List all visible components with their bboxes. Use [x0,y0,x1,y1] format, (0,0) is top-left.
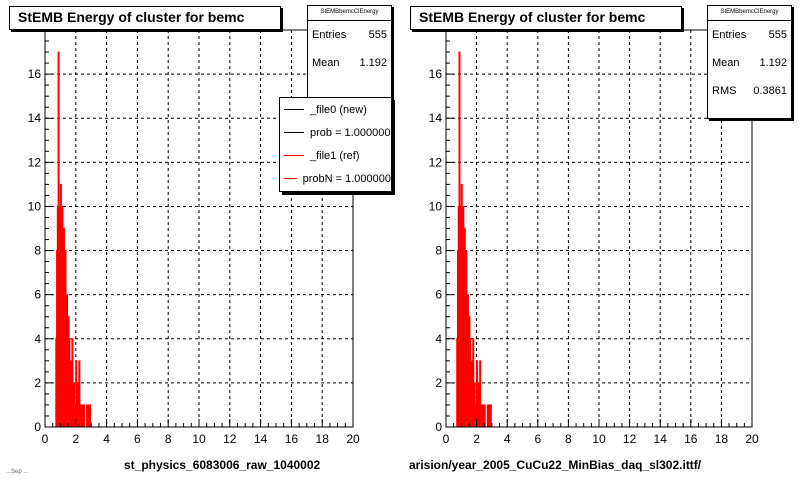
left-stats-label: Mean [312,57,340,69]
right-stats-row: Entries 555 [708,21,791,49]
right-x-tick-label: 20 [745,432,759,446]
left-x-tick-label: 2 [72,432,79,446]
left-x-tick-label: 12 [223,432,237,446]
right-stats-value: 1.192 [759,57,787,69]
left-y-tick-label: 14 [28,111,42,125]
left-x-tick-label: 18 [316,432,330,446]
right-histogram-bin [472,338,475,428]
right-histogram-bin [482,404,485,428]
right-y-tick-label: 14 [429,111,443,125]
left-x-tick-label: 4 [103,432,110,446]
right-y-tick-label: 6 [435,288,442,302]
left-stats-header: StEMBbemcClEnergy [308,6,391,21]
right-histogram-bin [486,404,489,428]
right-y-tick-label: 2 [435,376,442,390]
right-stats-row: Mean 1.192 [708,49,791,77]
right-stats-label: RMS [712,85,737,97]
right-stats-label: Mean [712,57,740,69]
left-x-tick-label: 14 [254,432,268,446]
left-title: StEMB Energy of cluster for bemc [9,6,281,30]
left-x-tick-label: 6 [134,432,141,446]
right-x-axis-label: arision/year_2005_CuCu22_MinBias_daq_sl3… [409,458,702,472]
legend-swatch [284,109,304,110]
left-stats-box: StEMBbemcClEnergy Entries 555 Mean 1.192 [307,5,392,101]
left-y-tick-label: 12 [28,155,42,169]
left-histogram-bin [86,404,89,428]
right-y-tick-label: 8 [435,244,442,258]
right-histogram-bin [474,404,477,428]
legend-label: _file1 (ref) [310,149,360,162]
right-x-tick-label: 0 [443,432,450,446]
right-title: StEMB Energy of cluster for bemc [410,6,682,30]
left-y-tick-label: 4 [34,332,41,346]
footer-text: ...Sep ... [6,469,29,475]
left-y-tick-label: 10 [28,199,42,213]
right-stats-label: Entries [712,29,747,41]
right-y-tick-label: 12 [429,155,443,169]
left-y-tick-label: 0 [34,420,41,434]
left-x-tick-label: 8 [165,432,172,446]
legend-swatch [284,155,304,156]
left-x-tick-label: 0 [42,432,49,446]
right-stats-box: StEMBbemcClEnergy Entries 555 Mean 1.192… [707,5,792,119]
legend-label: probN = 1.000000 [302,172,391,185]
legend-entry: prob = 1.000000 [280,121,391,144]
right-x-tick-label: 16 [684,432,698,446]
left-x-tick-label: 16 [285,432,299,446]
left-y-tick-label: 2 [34,376,41,390]
right-histogram-bin [489,404,492,428]
left-stats-value: 555 [368,29,387,41]
left-histogram-bin [87,404,90,428]
right-histogram-bin [477,382,480,428]
left-histogram-bin [73,404,76,428]
legend-label: prob = 1.000000 [310,126,391,139]
left-x-tick-label: 10 [192,432,206,446]
right-x-tick-label: 2 [473,432,480,446]
right-y-tick-label: 10 [429,199,443,213]
left-legend: _file0 (new) prob = 1.000000 _file1 (ref… [279,97,392,192]
right-y-tick-label: 4 [435,332,442,346]
right-histogram-bin [488,404,491,428]
left-stats-label: Entries [312,29,347,41]
left-y-tick-label: 8 [34,244,41,258]
legend-label: _file0 (new) [310,103,367,116]
left-x-tick-label: 20 [346,432,360,446]
right-y-tick-label: 0 [435,420,442,434]
right-histogram-bin [479,404,482,428]
left-histogram-bin [79,404,82,428]
legend-swatch [284,178,297,179]
right-x-tick-label: 18 [715,432,729,446]
left-histogram-bin [76,382,79,428]
right-stats-row: RMS 0.3861 [708,77,791,105]
left-y-tick-label: 16 [28,67,42,81]
right-x-tick-label: 6 [534,432,541,446]
legend-swatch [284,132,304,133]
left-stats-value: 1.192 [359,57,387,69]
right-y-tick-label: 16 [429,67,443,81]
right-stats-value: 0.3861 [753,85,787,97]
right-x-tick-label: 14 [654,432,668,446]
left-stats-row: Entries 555 [308,21,391,49]
left-y-tick-label: 6 [34,288,41,302]
left-histogram-bin [81,404,84,428]
right-stats-header: StEMBbemcClEnergy [708,6,791,21]
legend-entry: _file0 (new) [280,98,391,121]
right-stats-value: 555 [768,29,787,41]
left-histogram-bin [71,338,74,428]
right-x-tick-label: 10 [592,432,606,446]
legend-entry: probN = 1.000000 [280,167,391,190]
left-stats-row: Mean 1.192 [308,49,391,77]
right-x-tick-label: 12 [623,432,637,446]
right-x-tick-label: 8 [565,432,572,446]
left-x-axis-label: st_physics_6083006_raw_1040002 [124,458,321,472]
right-x-tick-label: 4 [504,432,511,446]
left-histogram-bin [89,404,92,428]
legend-entry: _file1 (ref) [280,144,391,167]
